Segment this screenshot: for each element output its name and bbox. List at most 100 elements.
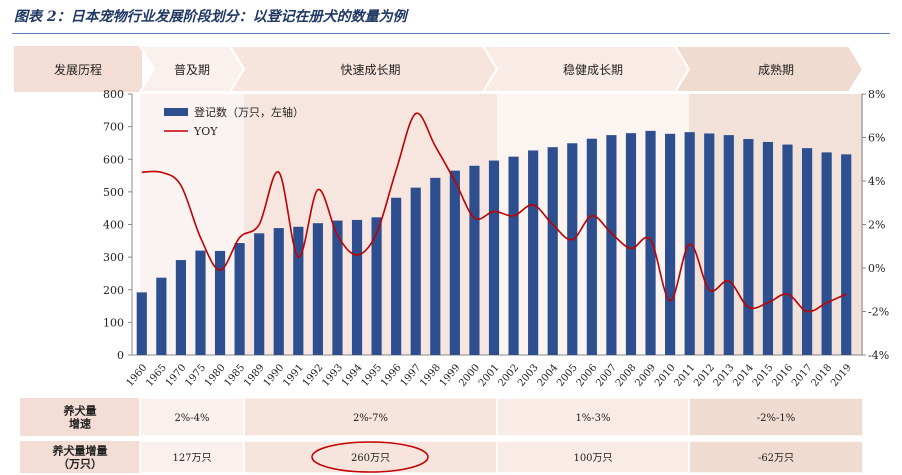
y-right-tick-label: -4% (868, 349, 889, 362)
x-tick-label: 2013 (712, 362, 737, 389)
x-tick-label: 1997 (399, 362, 424, 389)
x-tick-label: 2011 (673, 362, 698, 389)
y-right-tick-label: 4% (868, 175, 885, 188)
bar-1970 (175, 260, 187, 355)
x-tick-label: 2007 (594, 362, 619, 389)
table-cell-bg (243, 397, 498, 437)
bar-1965 (156, 277, 167, 355)
y-left-tick-label: 0 (117, 349, 124, 362)
table-row-header: 养犬量增量 (52, 444, 108, 458)
table-row-header-bg (20, 441, 140, 473)
y-left-tick-label: 500 (103, 186, 124, 199)
stages-header-box (14, 46, 142, 92)
yoy-line (141, 112, 847, 313)
bar-2006 (586, 138, 597, 355)
table-cell-2-1: 127万只 (172, 453, 211, 464)
x-tick-label: 1960 (125, 362, 150, 389)
legend-line-label: YOY (193, 125, 218, 138)
bar-2008 (625, 133, 637, 355)
bar-1960 (136, 292, 147, 355)
table-row-header: 增速 (69, 417, 91, 431)
table-cell-2-2: 260万只 (351, 453, 390, 464)
bar-1999 (449, 170, 460, 355)
table-cell-bg (688, 397, 864, 437)
bar-2017 (801, 148, 813, 355)
x-tick-label: 1965 (144, 362, 169, 389)
table-cell-bg (496, 440, 690, 474)
x-tick-label: 2012 (692, 362, 717, 389)
stage-label-3: 稳健成长期 (563, 62, 623, 77)
stage-label-1: 普及期 (174, 63, 210, 77)
table-cell-bg (496, 397, 690, 437)
bar-2018 (821, 152, 832, 355)
bar-2001 (488, 160, 500, 355)
x-tick-label: 2005 (555, 362, 580, 389)
legend-bar-swatch (164, 108, 188, 116)
table-row-header: 养犬量 (63, 404, 97, 418)
bar-1992 (312, 223, 323, 355)
x-tick-label: 1989 (242, 362, 267, 389)
y-left-tick-label: 400 (103, 219, 124, 232)
stage-arrow-4 (673, 45, 865, 93)
bar-2012 (704, 133, 715, 355)
figure-title: 图表 2：日本宠物行业发展阶段划分：以登记在册犬的数量为例 (14, 9, 407, 25)
stage-label-4: 成熟期 (758, 62, 794, 77)
bar-1985 (234, 243, 245, 355)
table-cell-2-3: 100万只 (573, 453, 612, 464)
bar-2019 (841, 154, 852, 355)
bar-1996 (391, 197, 402, 355)
bar-2000 (469, 165, 480, 355)
x-tick-label: 2008 (614, 362, 639, 389)
stage-label-2: 快速成长期 (340, 63, 400, 77)
bar-2009 (645, 130, 656, 355)
x-tick-label: 1996 (379, 362, 404, 389)
x-tick-label: 1993 (320, 362, 345, 389)
x-tick-label: 1985 (222, 362, 247, 389)
x-tick-label: 2009 (633, 362, 658, 389)
y-left-tick-label: 100 (103, 316, 124, 329)
highlight-ellipse (311, 441, 429, 473)
table-cell-1-3: 1%-3% (575, 413, 610, 424)
x-tick-label: 2002 (496, 362, 521, 389)
stages-header-label: 发展历程 (54, 62, 102, 77)
y-right-tick-label: 2% (868, 219, 885, 232)
x-tick-label: 2015 (751, 362, 776, 389)
bar-2014 (743, 139, 754, 355)
bar-2016 (782, 144, 793, 355)
x-tick-label: 1990 (262, 362, 287, 389)
bar-1989 (254, 233, 265, 355)
bar-2005 (567, 143, 578, 355)
title-divider (12, 33, 890, 34)
table-row-header-bg (20, 398, 140, 436)
table-cell-1-2: 2%-7% (353, 413, 388, 424)
bar-2010 (665, 133, 676, 355)
x-tick-label: 2004 (536, 362, 561, 389)
x-tick-label: 2017 (790, 362, 815, 389)
x-tick-label: 2016 (770, 362, 795, 389)
x-tick-label: 2003 (516, 362, 541, 389)
x-tick-label: 2001 (477, 362, 502, 389)
y-left-tick-label: 800 (103, 88, 124, 101)
table-row-header: （万只） (58, 458, 102, 471)
table-cell-bg (139, 440, 245, 474)
bar-1998 (430, 177, 441, 355)
x-tick-label: 2018 (810, 362, 835, 389)
x-tick-label: 1998 (418, 362, 443, 389)
y-left-tick-label: 600 (103, 153, 124, 166)
y-right-tick-label: -2% (868, 306, 889, 319)
bar-1997 (410, 187, 421, 355)
bar-1993 (332, 220, 343, 355)
x-tick-label: 1995 (359, 362, 384, 389)
x-tick-label: 1980 (203, 362, 228, 389)
x-tick-label: 2000 (457, 362, 482, 389)
table-cell-1-1: 2%-4% (174, 413, 209, 424)
y-left-tick-label: 700 (103, 121, 124, 134)
x-tick-label: 2019 (829, 362, 854, 389)
bar-1991 (293, 226, 304, 355)
x-tick-label: 1999 (438, 362, 463, 389)
x-tick-label: 1994 (340, 362, 365, 389)
x-tick-label: 2010 (653, 362, 678, 389)
table-cell-bg (688, 440, 864, 474)
x-tick-label: 2006 (575, 362, 600, 389)
